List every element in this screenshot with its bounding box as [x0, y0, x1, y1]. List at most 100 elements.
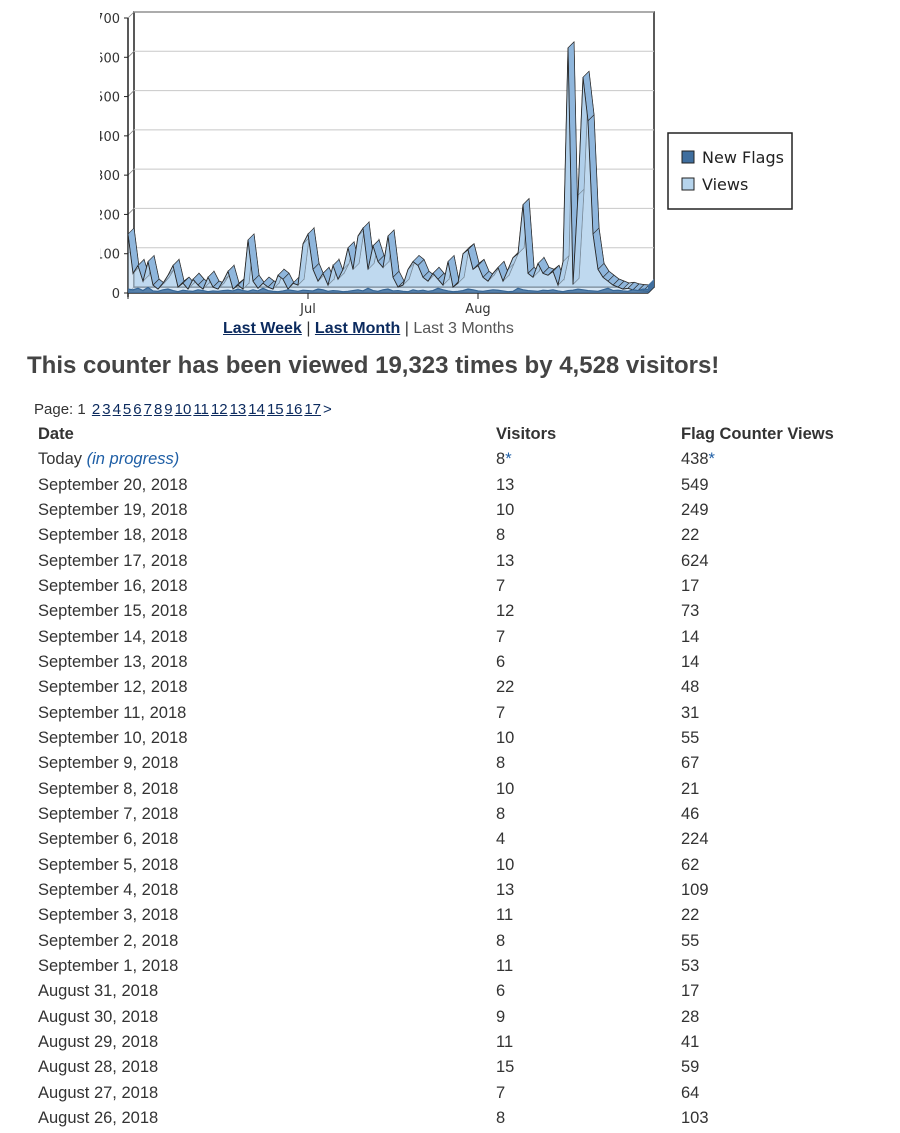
views-cell: 67: [681, 754, 700, 773]
views-cell: 46: [681, 804, 700, 823]
table-row: September 19, 2018 10 249: [38, 498, 858, 523]
new-flags-area: [128, 287, 648, 293]
page-link-6[interactable]: 6: [133, 401, 142, 418]
page-link-4[interactable]: 4: [112, 401, 121, 418]
page-link-17[interactable]: 17: [304, 401, 322, 418]
visitors-cell: 8*: [496, 447, 681, 472]
visitors-cell: 7: [496, 703, 506, 722]
views-cell: 22: [681, 906, 700, 925]
date-cell: September 13, 2018: [38, 652, 188, 671]
y-tick-depth: [127, 208, 135, 215]
views-cell: 438*: [681, 447, 858, 472]
pagination: Page: 1 2 3 4 5 6 7 8 9 10 11 12 13 14 15 16 17 >: [34, 401, 334, 418]
page-link-9[interactable]: 9: [164, 401, 173, 418]
y-tick-label: 700: [100, 12, 120, 27]
date-cell: August 30, 2018: [38, 1007, 159, 1026]
date-cell: September 6, 2018: [38, 830, 179, 849]
date-cell: September 1, 2018: [38, 957, 179, 976]
y-tick-label: 300: [100, 169, 120, 184]
legend-label: New Flags: [702, 148, 784, 167]
table-row: September 11, 2018 7 31: [38, 700, 858, 725]
table-row: September 14, 2018 7 14: [38, 624, 858, 649]
page-link-16[interactable]: 16: [285, 401, 303, 418]
views-cell: 62: [681, 855, 700, 874]
y-tick-label: 400: [100, 130, 120, 145]
date-column-header: Date: [38, 425, 74, 443]
views-cell: 17: [681, 576, 700, 595]
visitors-cell: 10: [496, 500, 515, 519]
table-row: August 31, 2018 6 17: [38, 979, 858, 1004]
date-cell: Today (in progress): [38, 447, 496, 472]
page-link-11[interactable]: 11: [193, 401, 209, 418]
table-row: August 30, 2018 9 28: [38, 1005, 858, 1030]
table-row: August 29, 2018 11 41: [38, 1030, 858, 1055]
visitors-cell: 4: [496, 830, 506, 849]
legend-label: Views: [702, 175, 748, 194]
page-link-8[interactable]: 8: [153, 401, 163, 418]
visitors-cell: 6: [496, 982, 506, 1001]
page-link-14[interactable]: 14: [248, 401, 265, 418]
date-cell: August 29, 2018: [38, 1033, 159, 1052]
visitors-cell: 7: [496, 576, 506, 595]
y-tick-depth: [127, 11, 135, 19]
daily-stats-table: Date Visitors Flag Counter Views Today (…: [38, 422, 858, 1131]
visitors-cell: 8: [496, 1109, 506, 1128]
views-cell: 21: [681, 779, 700, 798]
date-cell: September 3, 2018: [38, 906, 179, 925]
visitors-cell: 8: [496, 754, 506, 773]
visitors-cell: 12: [496, 602, 515, 621]
y-tick-depth: [127, 168, 135, 176]
visitors-cell: 8: [496, 526, 506, 545]
date-cell: September 4, 2018: [38, 881, 179, 900]
last-week-link[interactable]: Last Week: [223, 320, 302, 337]
table-row: September 7, 2018 8 46: [38, 802, 858, 827]
table-row: September 20, 2018 13 549: [38, 472, 858, 497]
views-cell: 64: [681, 1083, 700, 1102]
date-cell: August 28, 2018: [38, 1058, 159, 1077]
visitors-cell: 22: [496, 678, 515, 697]
page-link-15[interactable]: 15: [266, 401, 284, 418]
table-row: September 4, 2018 13 109: [38, 878, 858, 903]
y-tick-label: 200: [100, 208, 120, 223]
range-separator: |: [404, 320, 409, 337]
date-cell: September 5, 2018: [38, 855, 179, 874]
date-cell: September 2, 2018: [38, 931, 179, 950]
next-page-link[interactable]: >: [323, 401, 332, 418]
table-row: September 18, 2018 8 22: [38, 523, 858, 548]
visitors-cell: 13: [496, 475, 515, 494]
date-cell: September 12, 2018: [38, 678, 188, 697]
views-area: [127, 47, 649, 294]
page-link-7[interactable]: 7: [143, 401, 152, 418]
in-progress-note: (in progress): [86, 450, 180, 469]
visitors-column-header: Visitors: [496, 425, 557, 443]
date-cell: September 20, 2018: [38, 475, 188, 494]
page-link-3[interactable]: 3: [102, 401, 111, 418]
page-link-2[interactable]: 2: [91, 401, 101, 418]
views-column-header: Flag Counter Views: [681, 425, 834, 443]
table-row: September 3, 2018 11 22: [38, 903, 858, 928]
visitors-cell: 8: [496, 804, 506, 823]
date-cell: September 15, 2018: [38, 602, 188, 621]
y-tick-label: 500: [100, 91, 120, 106]
visitors-cell: 13: [496, 881, 515, 900]
partial-marker: *: [505, 450, 512, 469]
table-row: September 16, 2018 7 17: [38, 574, 858, 599]
page-link-12[interactable]: 12: [210, 401, 228, 418]
date-cell: August 31, 2018: [38, 982, 159, 1001]
chart-range-links: Last Week | Last Month | Last 3 Months: [223, 320, 514, 338]
x-tick-label: Aug: [465, 302, 490, 317]
last-month-link[interactable]: Last Month: [314, 320, 401, 337]
date-cell: September 14, 2018: [38, 627, 188, 646]
visitors-cell: 10: [496, 728, 515, 747]
date-cell: September 10, 2018: [38, 728, 188, 747]
views-cell: 14: [681, 627, 700, 646]
page-link-5[interactable]: 5: [122, 401, 132, 418]
page-link-13[interactable]: 13: [229, 401, 247, 418]
visitors-cell: 10: [496, 779, 515, 798]
y-tick-label: 0: [112, 287, 120, 302]
current-page: 1: [77, 401, 86, 418]
views-cell: 624: [681, 551, 709, 570]
visitors-cell: 7: [496, 1083, 506, 1102]
y-tick-label: 600: [100, 51, 120, 66]
page-link-10[interactable]: 10: [174, 401, 192, 418]
